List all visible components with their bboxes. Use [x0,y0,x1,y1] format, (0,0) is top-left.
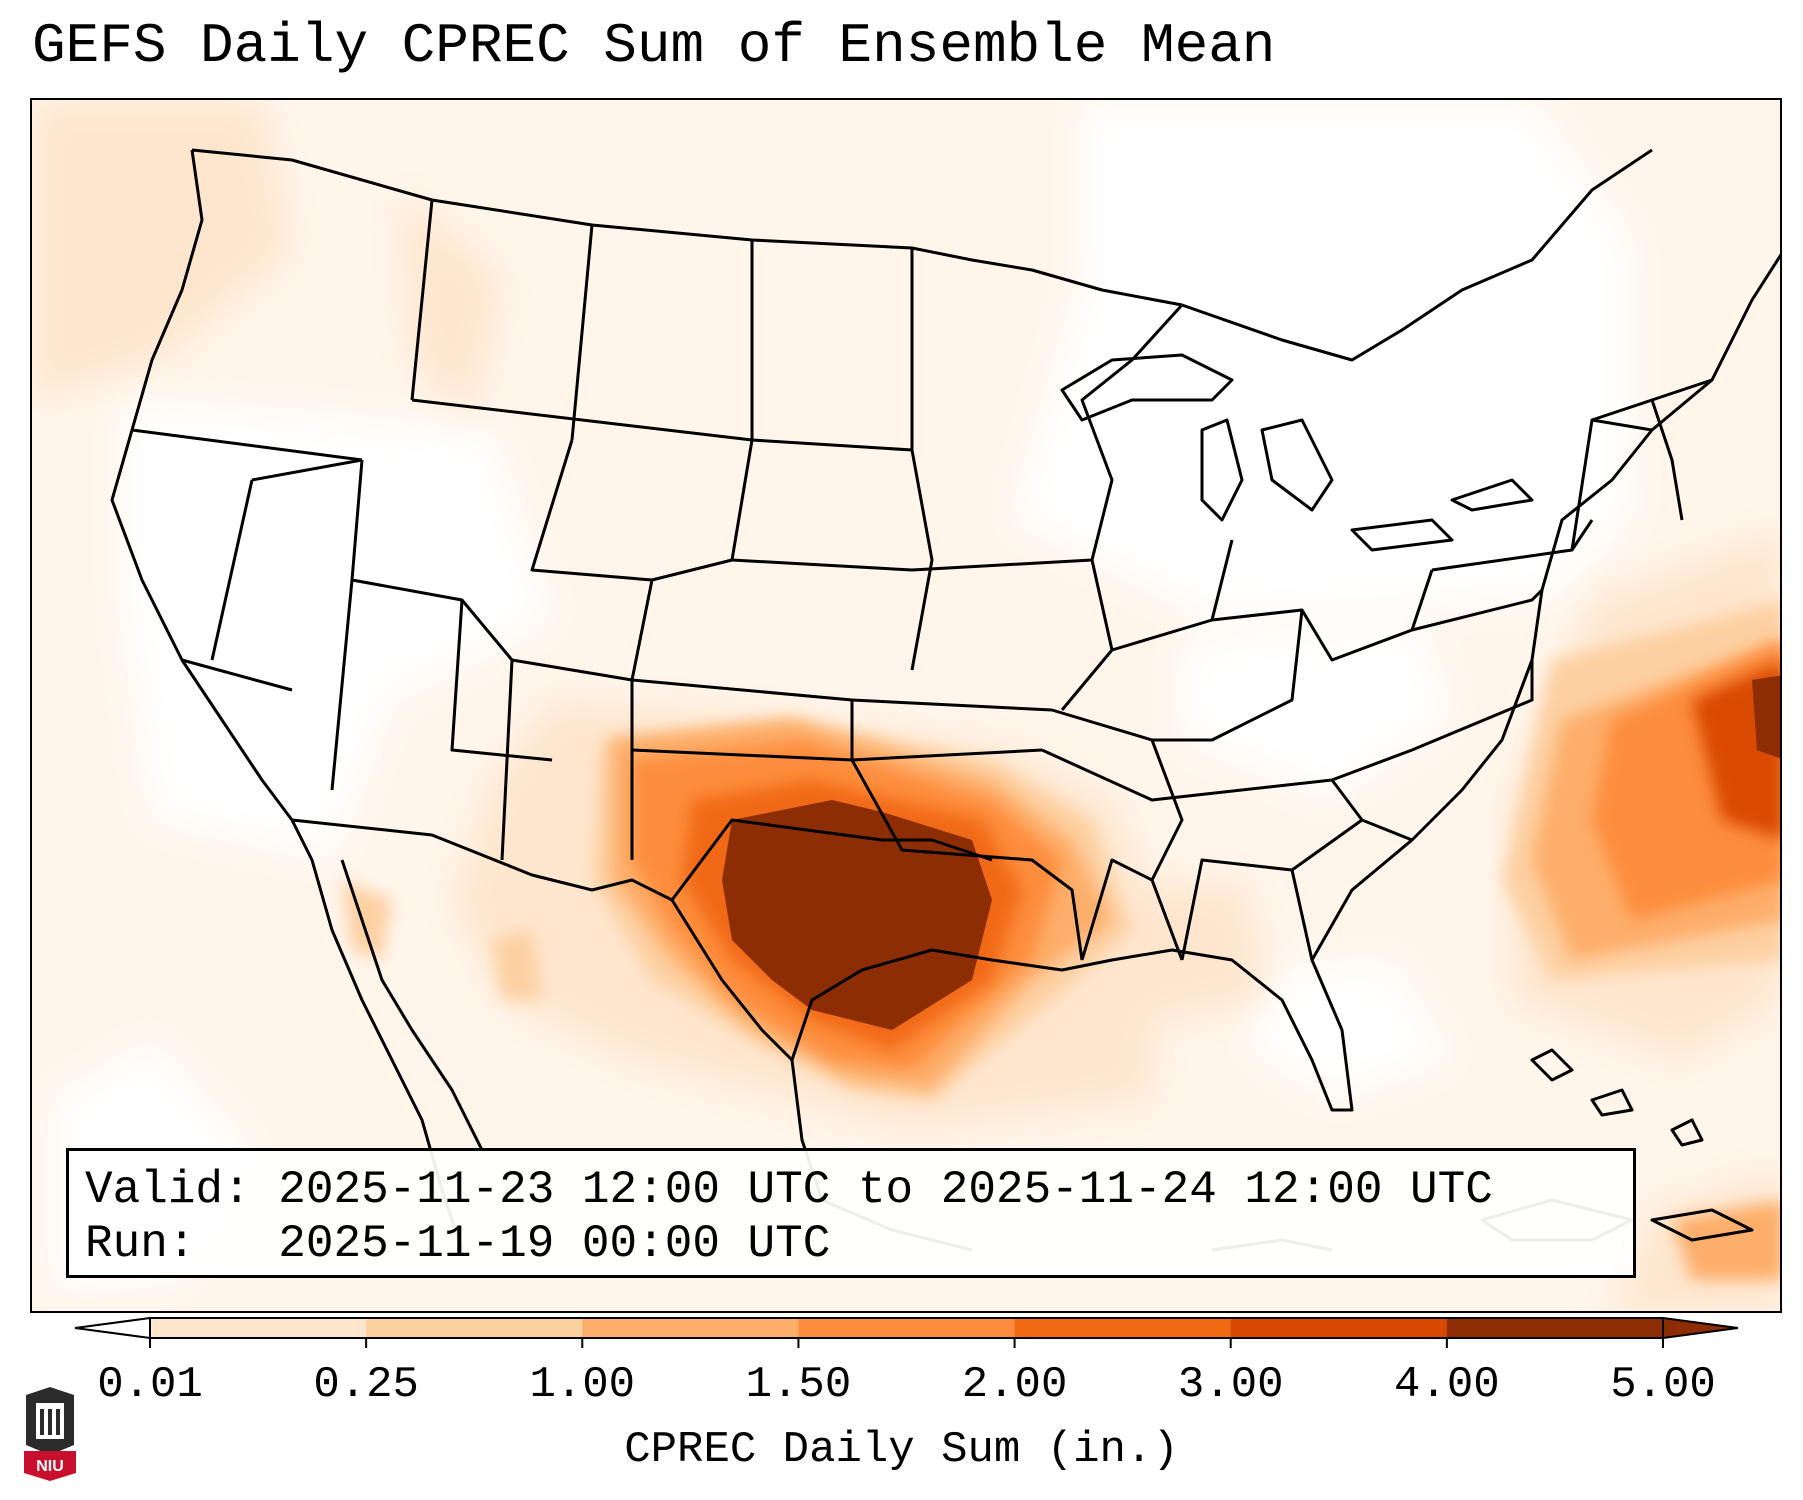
colorbar-outline [149,1317,1664,1339]
colorbar-tick-label: 4.00 [1394,1360,1500,1410]
colorbar-tick-label: 5.00 [1610,1360,1716,1410]
colorbar-tick-label: 2.00 [961,1360,1068,1410]
colorbar-tick-label: 0.25 [313,1360,419,1410]
colorbar-tick-label: 3.00 [1177,1360,1284,1410]
valid-run-info-box: Valid: 2025-11-23 12:00 UTC to 2025-11-2… [66,1148,1636,1278]
university-seal-icon: NIU [24,1387,76,1481]
valid-value: 2025-11-23 12:00 UTC to 2025-11-24 12:00… [278,1164,1493,1216]
run-value: 2025-11-19 00:00 UTC [278,1218,831,1270]
precipitation-map [30,98,1782,1313]
colorbar-segment [798,1318,1016,1338]
colorbar-segment [1014,1318,1232,1338]
precip-core [722,800,992,1030]
colorbar-tick-label: 0.01 [97,1360,203,1410]
colorbar-extend-low [74,1316,151,1340]
map-canvas [32,100,1780,1311]
colorbar-extend-high [1662,1316,1739,1340]
colorbar-segment [1446,1318,1664,1338]
colorbar-title: CPREC Daily Sum (in.) [624,1425,1179,1475]
colorbar-segment [1230,1318,1448,1338]
colorbar-segment [582,1318,799,1338]
state-boundaries [110,148,1780,1252]
colorbar-tick-label: 1.00 [529,1360,636,1410]
chart-title: GEFS Daily CPREC Sum of Ensemble Mean [32,14,1276,78]
colorbar-tick-label: 1.50 [745,1360,852,1410]
colorbar-segments [74,1316,1739,1340]
colorbar-segment [150,1318,367,1338]
colorbar-ticks [149,1338,1664,1348]
run-label: Run: [85,1218,196,1270]
valid-label: Valid: [85,1164,251,1216]
colorbar-segment [366,1318,583,1338]
logo-text: NIU [36,1458,64,1475]
precip-core-atlantic [1752,675,1780,759]
